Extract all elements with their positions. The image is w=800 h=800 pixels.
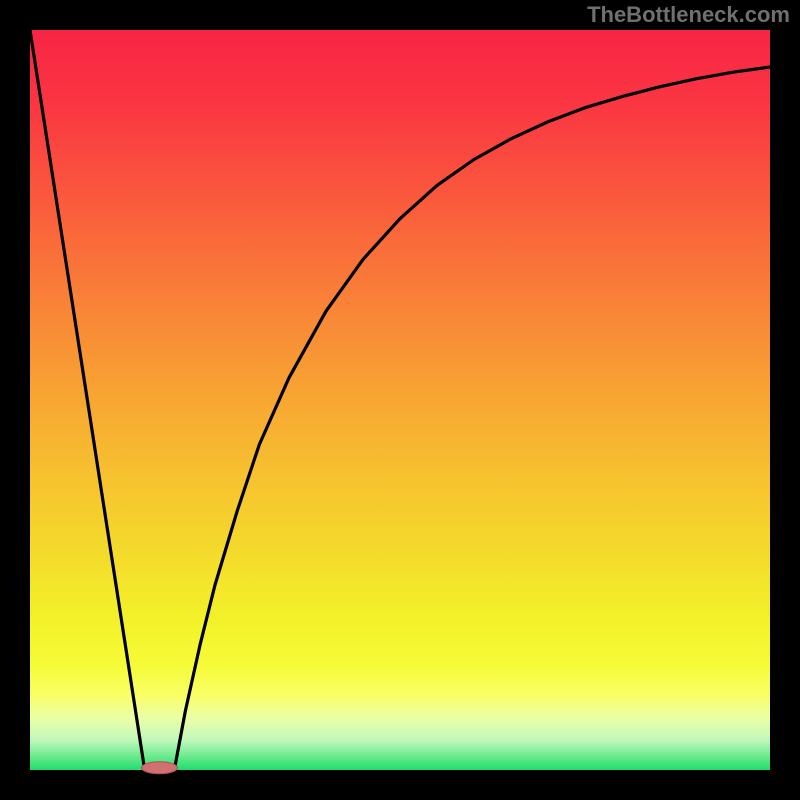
- optimal-marker: [142, 762, 178, 774]
- chart-container: TheBottleneck.com: [0, 0, 800, 800]
- plot-area: [30, 30, 770, 770]
- chart-svg: [0, 0, 800, 800]
- watermark-text: TheBottleneck.com: [587, 2, 790, 28]
